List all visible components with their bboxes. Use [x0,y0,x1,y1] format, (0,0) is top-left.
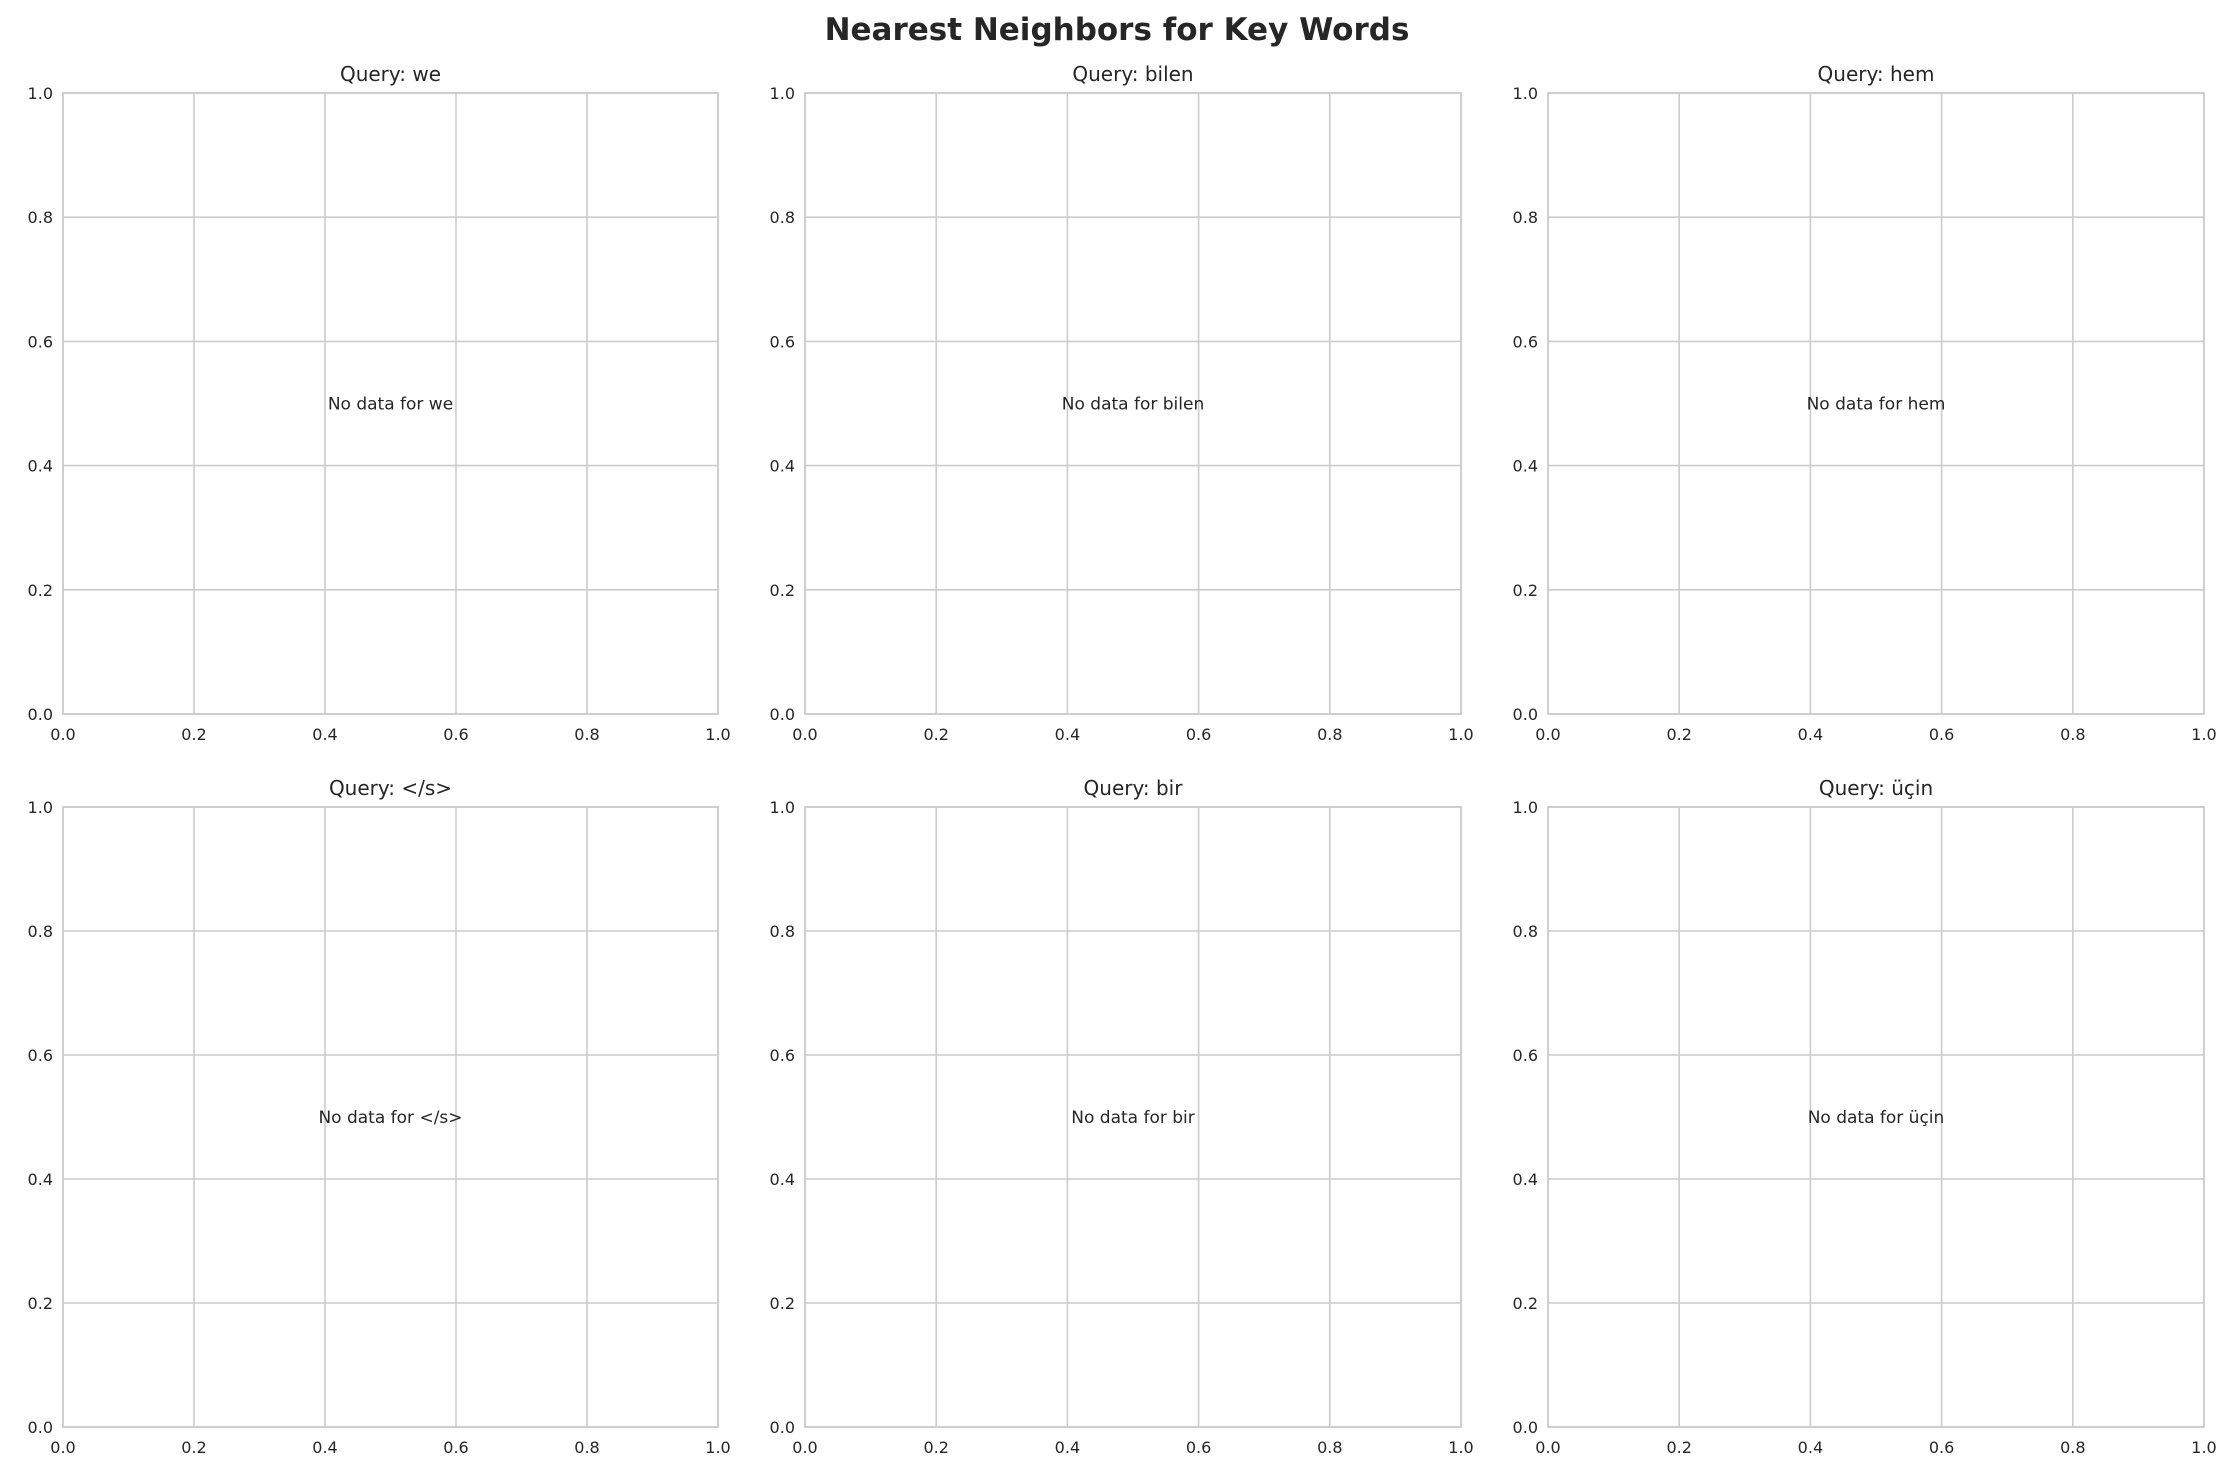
y-tick-label: 0.2 [28,1294,53,1313]
x-tick-label: 1.0 [1448,1438,1473,1457]
y-tick-label: 0.4 [28,457,53,476]
x-tick-label: 0.0 [1535,1438,1560,1457]
x-tick-label: 1.0 [2191,1438,2216,1457]
axes-frame [1547,806,2205,1428]
x-tick-label: 1.0 [2191,725,2216,744]
y-tick-label: 0.8 [1513,208,1538,227]
x-tick-label: 1.0 [705,1438,730,1457]
y-tick-label: 1.0 [28,798,53,817]
y-tick-label: 1.0 [1513,84,1538,103]
axes-frame [804,92,1462,715]
x-tick-label: 0.0 [50,725,75,744]
y-tick-label: 0.2 [1513,1294,1538,1313]
y-tick-label: 0.0 [770,705,795,724]
x-tick-label: 0.2 [1666,1438,1691,1457]
x-tick-label: 0.6 [443,1438,468,1457]
y-tick-label: 0.6 [1513,332,1538,351]
axes-frame [804,806,1462,1428]
x-tick-label: 0.4 [312,1438,337,1457]
y-tick-label: 0.0 [28,705,53,724]
x-tick-label: 0.8 [1317,725,1342,744]
x-tick-label: 0.8 [574,1438,599,1457]
subplot-title: Query: üçin [1819,776,1933,800]
x-tick-label: 1.0 [705,725,730,744]
y-tick-label: 0.2 [1513,581,1538,600]
y-tick-label: 0.4 [770,1170,795,1189]
y-tick-label: 0.0 [1513,1418,1538,1437]
subplot-5: 0.0 0.2 0.4 0.6 0.8 1.0 0.0 0.2 0.4 0.6 0.8 1.0 Quer… [770,776,1474,1457]
subplot-4: 0.0 0.2 0.4 0.6 0.8 1.0 0.0 0.2 0.4 0.6 0.8 1.0 Quer… [28,776,731,1457]
y-tick-label: 0.6 [770,332,795,351]
axes-frame [62,806,719,1428]
y-tick-label: 0.6 [28,1046,53,1065]
y-tick-label: 1.0 [770,84,795,103]
y-tick-label: 0.0 [28,1418,53,1437]
y-tick-label: 0.6 [1513,1046,1538,1065]
y-tick-label: 0.2 [770,581,795,600]
y-tick-label: 0.6 [28,332,53,351]
x-tick-label: 0.6 [1186,1438,1211,1457]
y-tick-label: 0.4 [1513,457,1538,476]
y-tick-label: 1.0 [28,84,53,103]
no-data-message: No data for hem [1807,395,1946,415]
x-tick-label: 0.8 [1317,1438,1342,1457]
y-tick-label: 1.0 [1513,798,1538,817]
x-tick-label: 0.4 [1055,725,1080,744]
x-tick-label: 0.0 [50,1438,75,1457]
x-tick-label: 0.2 [181,1438,206,1457]
no-data-message: No data for üçin [1808,1108,1945,1128]
x-tick-label: 0.4 [1798,1438,1823,1457]
x-tick-label: 0.2 [181,725,206,744]
subplot-title: Query: we [340,62,441,86]
no-data-message: No data for we [328,395,453,415]
subplot-2: 0.0 0.2 0.4 0.6 0.8 1.0 0.0 0.2 0.4 0.6 0.8 1.0 Quer… [770,62,1474,744]
x-tick-label: 0.2 [1666,725,1691,744]
no-data-message: No data for </s> [318,1108,462,1128]
subplot-6: 0.0 0.2 0.4 0.6 0.8 1.0 0.0 0.2 0.4 0.6 0.8 1.0 Quer… [1513,776,2217,1457]
y-tick-label: 0.4 [770,457,795,476]
y-tick-label: 0.8 [28,922,53,941]
y-tick-label: 0.8 [770,208,795,227]
y-tick-label: 0.2 [770,1294,795,1313]
x-tick-label: 0.8 [2060,1438,2085,1457]
x-tick-label: 1.0 [1448,725,1473,744]
subplot-3: 0.0 0.2 0.4 0.6 0.8 1.0 0.0 0.2 0.4 0.6 0.8 1.0 Quer… [1513,62,2217,744]
y-tick-label: 0.0 [1513,705,1538,724]
x-tick-label: 0.0 [1535,725,1560,744]
y-tick-label: 1.0 [770,798,795,817]
y-tick-label: 0.8 [770,922,795,941]
x-tick-label: 0.6 [1929,1438,1954,1457]
x-tick-label: 0.4 [1055,1438,1080,1457]
subplot-title: Query: hem [1818,62,1935,86]
x-tick-label: 0.6 [443,725,468,744]
figure-title: Nearest Neighbors for Key Words [825,12,1410,48]
no-data-message: No data for bir [1071,1108,1195,1128]
y-tick-label: 0.8 [28,208,53,227]
y-tick-label: 0.4 [28,1170,53,1189]
y-tick-label: 0.0 [770,1418,795,1437]
x-tick-label: 0.2 [923,1438,948,1457]
subplot-title: Query: bir [1084,776,1184,800]
y-tick-label: 0.8 [1513,922,1538,941]
x-tick-label: 0.0 [792,1438,817,1457]
no-data-message: No data for bilen [1062,395,1204,415]
subplot-title: Query: bilen [1072,62,1193,86]
x-tick-label: 0.8 [574,725,599,744]
x-tick-label: 0.6 [1929,725,1954,744]
axes-frame [62,92,719,715]
y-tick-label: 0.4 [1513,1170,1538,1189]
x-tick-label: 0.8 [2060,725,2085,744]
x-tick-label: 0.6 [1186,725,1211,744]
y-tick-label: 0.2 [28,581,53,600]
subplot-title: Query: </s> [329,776,452,800]
x-tick-label: 0.4 [1798,725,1823,744]
x-tick-label: 0.0 [792,725,817,744]
y-tick-label: 0.6 [770,1046,795,1065]
axes-frame [1547,92,2205,715]
subplot-1: 0.0 0.2 0.4 0.6 0.8 1.0 0.0 0.2 0.4 0.6 0.8 1.0 Quer… [28,62,731,744]
x-tick-label: 0.4 [312,725,337,744]
x-tick-label: 0.2 [923,725,948,744]
